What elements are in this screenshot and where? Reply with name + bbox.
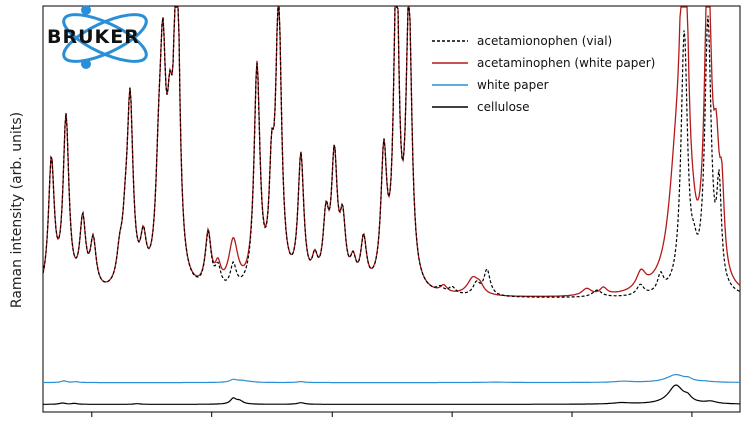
legend-label: acetamionophen (vial) [477,34,612,48]
orbit-ellipse [62,13,148,63]
series-layer [42,5,741,405]
legend: acetamionophen (vial) acetaminophen (whit… [432,34,655,114]
plot-frame [42,5,741,413]
series-line-cellulose [43,384,740,405]
series-line-acetamionophen-vial [42,5,741,298]
legend-label: white paper [477,78,549,92]
bruker-logo: BRUKER [47,5,148,69]
orbit-node [81,5,91,15]
atom-orbit-icon [62,5,148,69]
series-line-white-paper [43,374,740,384]
orbit-node [81,59,91,69]
x-axis-ticks [91,412,693,417]
legend-label: cellulose [477,100,530,114]
orbit-ellipse [62,13,148,63]
legend-label: acetaminophen (white paper) [477,56,655,70]
logo-wordmark: BRUKER [47,26,140,48]
y-axis-label: Raman intensity (arb. units) [9,112,25,308]
series-line-acetaminophen-white-paper [42,6,741,297]
